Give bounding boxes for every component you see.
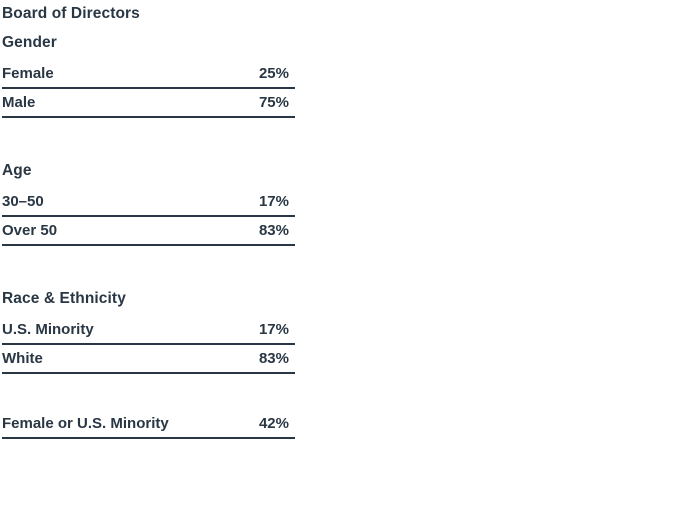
- section-header-gender: Gender: [2, 34, 57, 51]
- row-label: Over 50: [2, 222, 58, 239]
- table-row: Female 25%: [2, 60, 295, 89]
- table-row: Male 75%: [2, 89, 295, 118]
- row-value: 83%: [258, 350, 289, 367]
- row-label: 30–50: [2, 193, 44, 210]
- row-value: 17%: [258, 321, 289, 338]
- section-race-ethnicity: Race & Ethnicity U.S. Minority 17% White…: [2, 289, 295, 374]
- section-gender: Gender Female 25% Male 75%: [2, 33, 295, 118]
- row-value: 17%: [258, 193, 289, 210]
- section-age: Age 30–50 17% Over 50 83%: [2, 161, 295, 246]
- row-label: White: [2, 350, 43, 367]
- table-row: Over 50 83%: [2, 217, 295, 246]
- row-label: Male: [2, 94, 36, 111]
- table-row: White 83%: [2, 345, 295, 374]
- row-value: 75%: [258, 94, 289, 111]
- row-value: 25%: [258, 65, 289, 82]
- table-row: Female or U.S. Minority 42%: [2, 410, 295, 439]
- board-of-directors-table: Board of Directors Gender Female 25% Mal…: [2, 0, 295, 439]
- section-summary: Female or U.S. Minority 42%: [2, 410, 295, 439]
- section-header-race-ethnicity: Race & Ethnicity: [2, 290, 126, 307]
- table-row: U.S. Minority 17%: [2, 316, 295, 345]
- row-label: U.S. Minority: [2, 321, 94, 338]
- row-label: Female: [2, 65, 54, 82]
- table-row: 30–50 17%: [2, 188, 295, 217]
- row-value: 42%: [258, 415, 289, 432]
- section-header-age: Age: [2, 162, 32, 179]
- row-value: 83%: [258, 222, 289, 239]
- row-label: Female or U.S. Minority: [2, 415, 169, 432]
- page-title: Board of Directors: [2, 5, 140, 22]
